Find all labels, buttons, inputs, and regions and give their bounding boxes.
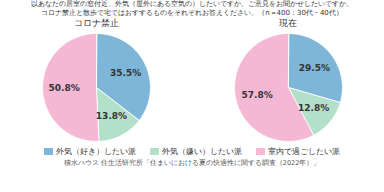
svg-text:29.5%: 29.5%	[299, 63, 330, 73]
svg-text:57.8%: 57.8%	[241, 90, 272, 100]
html-text:コロナ禁止と散歩で宅ではおすするものをそれぞれお答えください: コロナ禁止と散歩で宅ではおすするものをそれぞれお答えください。（n＝400：30…	[41, 9, 343, 17]
html-text:積水ハウス 住生活研究所「住まいにおける夏の快適性に関する調: 積水ハウス 住生活研究所「住まいにおける夏の快適性に関する調査（2022年）」	[63, 159, 321, 167]
svg-text:50.8%: 50.8%	[48, 83, 79, 93]
html-text:現在: 現在	[279, 18, 297, 28]
html-text:外気（嫌い）したい派: 外気（嫌い）したい派	[162, 147, 242, 156]
html-text:室内で過ごしたい派: 室内で過ごしたい派	[268, 147, 340, 156]
svg-text:35.5%: 35.5%	[110, 68, 141, 78]
html-text:外気（好き）したい派: 外気（好き）したい派	[56, 147, 136, 156]
svg-text:12.8%: 12.8%	[298, 103, 329, 113]
html-text:コロナ禁止: コロナ禁止	[73, 18, 119, 28]
html-text:以あなたの居室の窓付近、外気（屋外にある空気の）したいですか: 以あなたの居室の窓付近、外気（屋外にある空気の）したいですか。ご意見をお聞かせし…	[31, 0, 353, 8]
svg-text:13.8%: 13.8%	[96, 111, 127, 121]
